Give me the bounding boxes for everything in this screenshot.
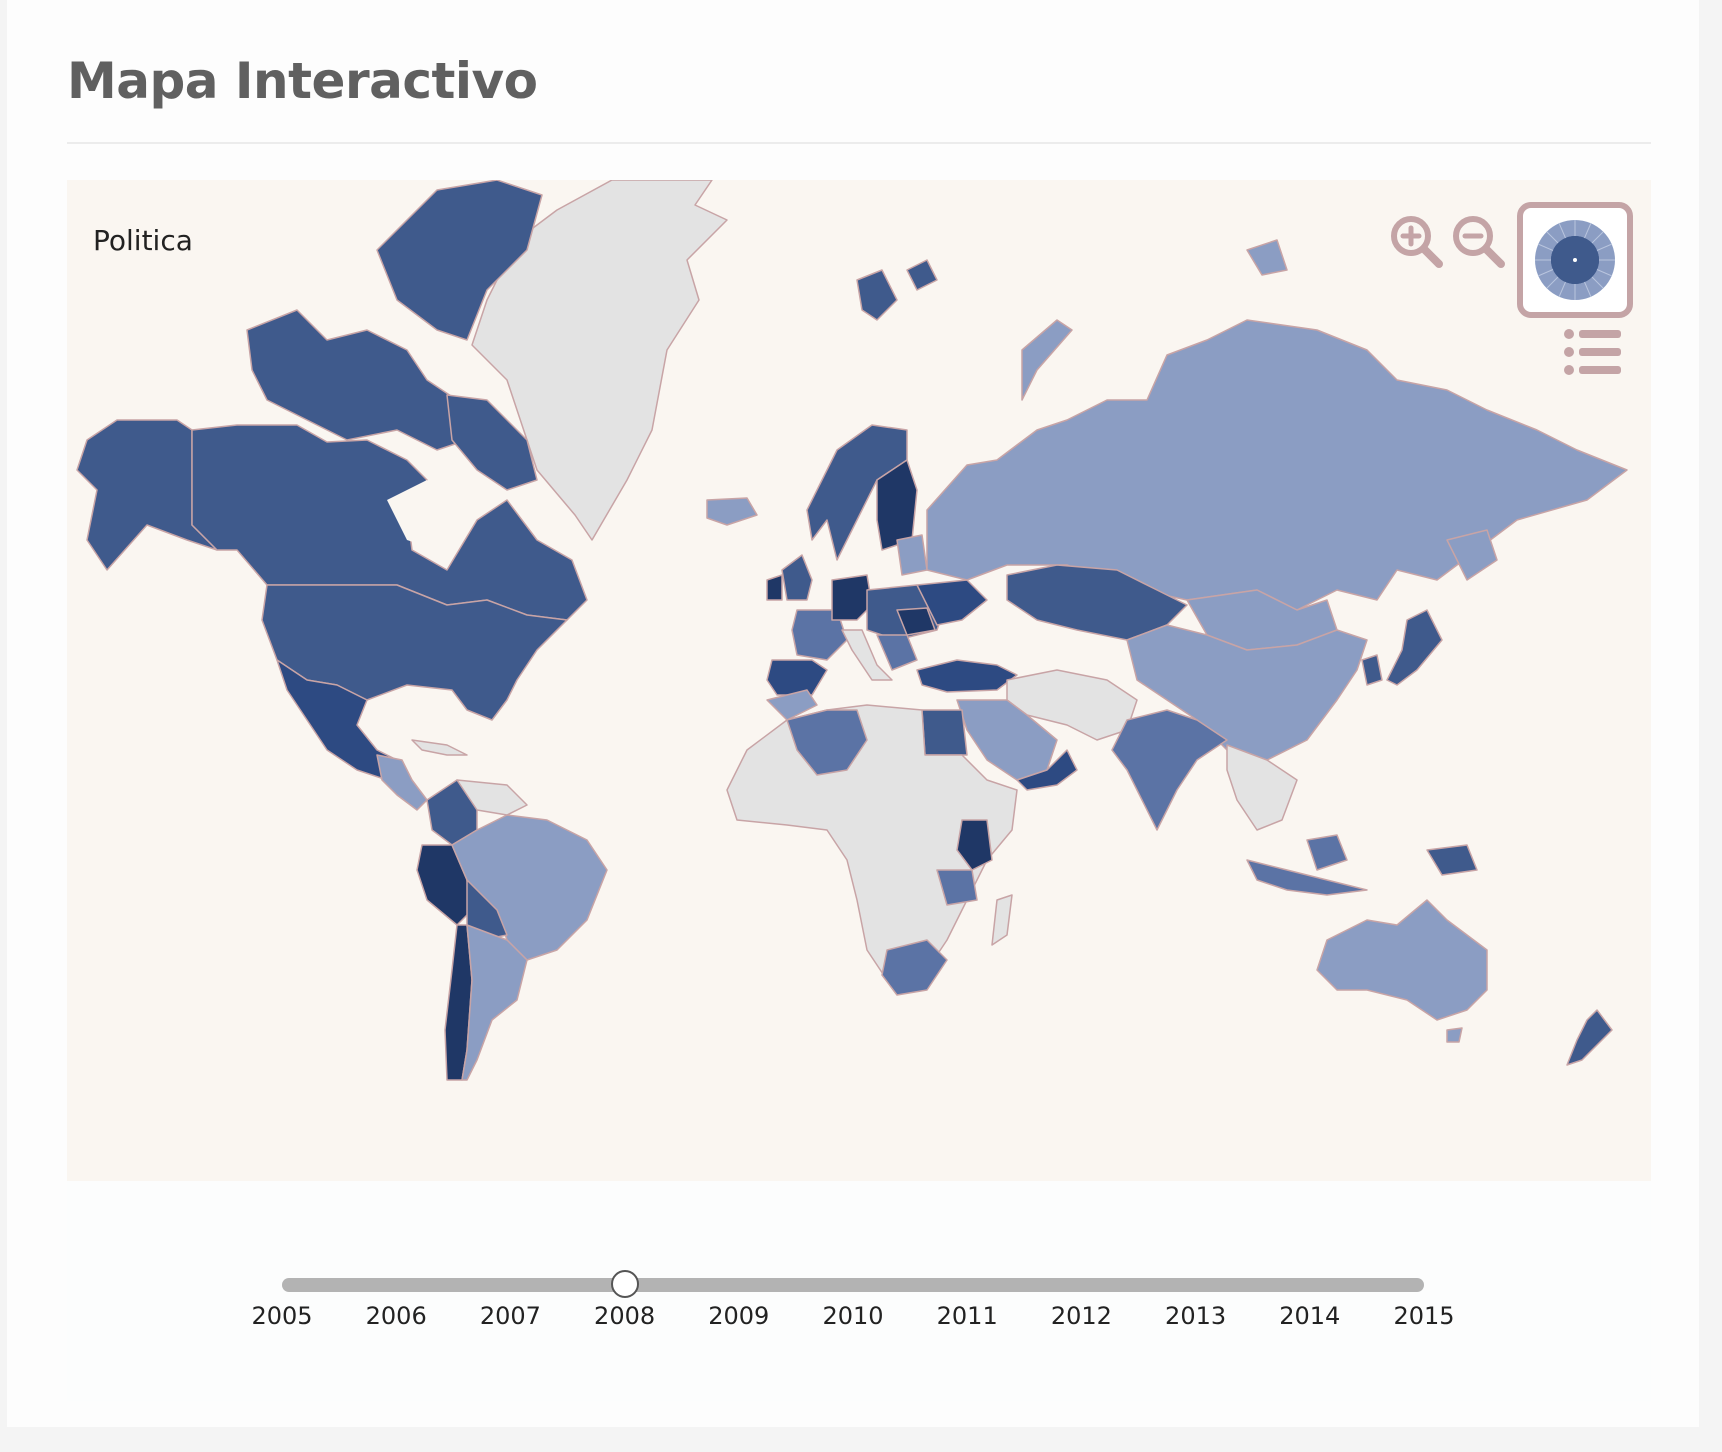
- hudson-bay: [387, 480, 462, 550]
- minimap-globe-icon: [1535, 220, 1615, 300]
- country-spain-portugal[interactable]: [766, 659, 828, 696]
- country-yemen-oman[interactable]: [1016, 749, 1078, 791]
- country-franz-josef[interactable]: [906, 259, 938, 291]
- country-egypt[interactable]: [921, 709, 968, 756]
- country-canada-islands[interactable]: [376, 180, 543, 341]
- country-venezuela[interactable]: [456, 779, 528, 816]
- country-indonesia[interactable]: [1246, 859, 1368, 896]
- country-italy[interactable]: [841, 629, 893, 681]
- zoom-in-icon: [1391, 216, 1443, 268]
- year-tick-2015[interactable]: 2015: [1393, 1302, 1455, 1330]
- country-korea[interactable]: [1361, 654, 1383, 686]
- country-norway-sweden[interactable]: [806, 424, 908, 561]
- country-uk[interactable]: [781, 554, 813, 601]
- country-australia[interactable]: [1316, 899, 1488, 1021]
- year-tick-2012[interactable]: 2012: [1050, 1302, 1112, 1330]
- main-panel: Mapa Interactivo: [7, 0, 1699, 1427]
- country-balkans[interactable]: [876, 634, 918, 671]
- slider-track[interactable]: [282, 1278, 1424, 1292]
- country-new-zealand[interactable]: [1566, 1009, 1613, 1066]
- year-tick-2011[interactable]: 2011: [936, 1302, 998, 1330]
- timeline-slider: 2005 2006 2007 2008 2009 2010 2011 2012 2013 2014…: [67, 1181, 1651, 1401]
- zoom-out-button[interactable]: [1449, 212, 1509, 272]
- country-turkey[interactable]: [916, 659, 1018, 693]
- country-north-africa[interactable]: [726, 704, 1018, 981]
- year-tick-2014[interactable]: 2014: [1279, 1302, 1341, 1330]
- country-greenland[interactable]: [471, 180, 728, 541]
- country-iceland[interactable]: [706, 497, 758, 526]
- country-tasmania[interactable]: [1446, 1027, 1463, 1043]
- country-central-america[interactable]: [376, 754, 428, 811]
- country-ireland[interactable]: [766, 574, 783, 601]
- layer-label: Politica: [93, 224, 193, 257]
- country-wrangel[interactable]: [1246, 239, 1288, 276]
- year-tick-2008[interactable]: 2008: [594, 1302, 656, 1330]
- country-usa-alaska[interactable]: [76, 419, 218, 571]
- world-map[interactable]: Politica: [67, 180, 1651, 1181]
- country-japan[interactable]: [1386, 609, 1443, 686]
- zoom-in-button[interactable]: [1387, 212, 1447, 272]
- country-baltics[interactable]: [896, 534, 928, 576]
- year-tick-2005[interactable]: 2005: [251, 1302, 313, 1330]
- country-germany[interactable]: [831, 574, 873, 621]
- year-tick-2006[interactable]: 2006: [365, 1302, 427, 1330]
- country-svalbard[interactable]: [856, 269, 898, 321]
- year-tick-2009[interactable]: 2009: [708, 1302, 770, 1330]
- country-kenya[interactable]: [956, 819, 993, 871]
- map-canvas[interactable]: [67, 180, 1651, 1181]
- country-romania[interactable]: [896, 607, 936, 636]
- country-ukraine[interactable]: [916, 579, 988, 626]
- list-icon: [1564, 329, 1621, 375]
- page-title: Mapa Interactivo: [67, 52, 538, 110]
- slider-handle[interactable]: [610, 1270, 639, 1298]
- country-tanzania[interactable]: [936, 869, 978, 906]
- country-china[interactable]: [1126, 624, 1368, 761]
- country-argentina[interactable]: [461, 924, 528, 1081]
- country-kamchatka[interactable]: [1446, 529, 1498, 581]
- country-novaya-zemlya[interactable]: [1021, 319, 1073, 401]
- year-tick-2007[interactable]: 2007: [479, 1302, 541, 1330]
- country-morocco[interactable]: [766, 689, 818, 721]
- country-southeast-asia[interactable]: [1226, 744, 1298, 831]
- country-png[interactable]: [1426, 844, 1478, 876]
- country-algeria[interactable]: [786, 709, 868, 776]
- country-india[interactable]: [1111, 709, 1228, 831]
- country-south-africa[interactable]: [881, 939, 948, 996]
- zoom-out-icon: [1453, 216, 1505, 268]
- year-tick-2013[interactable]: 2013: [1165, 1302, 1227, 1330]
- year-tick-2010[interactable]: 2010: [822, 1302, 884, 1330]
- country-cuba[interactable]: [411, 739, 468, 756]
- minimap-button[interactable]: [1517, 202, 1633, 318]
- title-divider: [67, 142, 1651, 144]
- country-madagascar[interactable]: [991, 894, 1013, 946]
- country-borneo[interactable]: [1306, 834, 1348, 871]
- country-canada-islands-3[interactable]: [446, 394, 538, 491]
- legend-list-button[interactable]: [1563, 328, 1623, 376]
